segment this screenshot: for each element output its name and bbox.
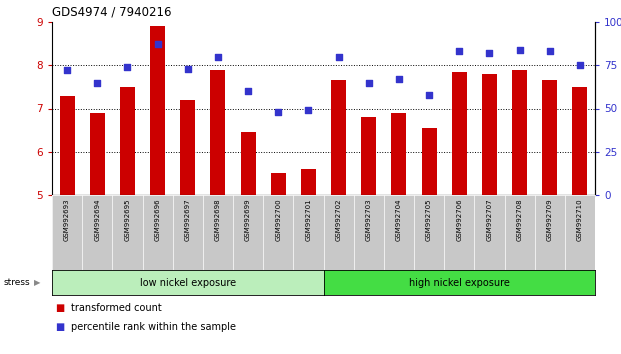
Point	[515, 47, 525, 52]
Point	[183, 66, 193, 72]
Text: GSM992700: GSM992700	[275, 199, 281, 241]
Bar	[422, 128, 437, 195]
Bar	[573, 87, 587, 195]
Point	[273, 109, 283, 115]
Point	[364, 80, 374, 85]
Bar	[89, 113, 105, 195]
Text: GSM992697: GSM992697	[185, 199, 191, 241]
Text: GSM992706: GSM992706	[456, 199, 462, 241]
Text: low nickel exposure: low nickel exposure	[140, 278, 236, 287]
Text: GSM992701: GSM992701	[306, 199, 311, 241]
Point	[333, 54, 343, 59]
Point	[243, 88, 253, 94]
Bar	[240, 132, 256, 195]
Text: GSM992698: GSM992698	[215, 199, 221, 241]
Bar	[211, 70, 225, 195]
Text: transformed count: transformed count	[71, 303, 161, 313]
Text: GSM992703: GSM992703	[366, 199, 372, 241]
Bar	[180, 100, 195, 195]
Point	[93, 80, 102, 85]
Point	[304, 107, 314, 113]
Point	[575, 62, 585, 68]
Bar	[150, 26, 165, 195]
Text: GSM992702: GSM992702	[335, 199, 342, 241]
Bar	[271, 173, 286, 195]
Text: high nickel exposure: high nickel exposure	[409, 278, 510, 287]
Bar	[361, 117, 376, 195]
Bar	[542, 80, 557, 195]
Point	[455, 48, 465, 54]
Point	[545, 48, 555, 54]
Bar	[482, 74, 497, 195]
Bar	[391, 113, 407, 195]
Text: GSM992694: GSM992694	[94, 199, 100, 241]
Text: stress: stress	[3, 278, 30, 287]
Bar	[60, 96, 75, 195]
Text: GSM992709: GSM992709	[546, 199, 553, 241]
Text: ■: ■	[55, 322, 64, 332]
Bar	[301, 169, 316, 195]
Bar	[331, 80, 346, 195]
Bar	[512, 70, 527, 195]
Text: ■: ■	[55, 303, 64, 313]
Point	[122, 64, 132, 70]
Text: percentile rank within the sample: percentile rank within the sample	[71, 322, 235, 332]
Text: GSM992707: GSM992707	[486, 199, 492, 241]
Text: GDS4974 / 7940216: GDS4974 / 7940216	[52, 5, 171, 18]
Text: GSM992695: GSM992695	[124, 199, 130, 241]
Point	[394, 76, 404, 82]
Point	[484, 50, 494, 56]
Text: GSM992710: GSM992710	[577, 199, 583, 241]
Text: GSM992708: GSM992708	[517, 199, 523, 241]
Text: GSM992696: GSM992696	[155, 199, 161, 241]
Text: ▶: ▶	[34, 278, 40, 287]
Point	[424, 92, 434, 97]
Point	[62, 68, 72, 73]
Point	[153, 42, 163, 47]
Bar	[120, 87, 135, 195]
Point	[213, 54, 223, 59]
Text: GSM992699: GSM992699	[245, 199, 251, 241]
Bar	[451, 72, 467, 195]
Text: GSM992704: GSM992704	[396, 199, 402, 241]
Text: GSM992693: GSM992693	[64, 199, 70, 241]
Text: GSM992705: GSM992705	[426, 199, 432, 241]
